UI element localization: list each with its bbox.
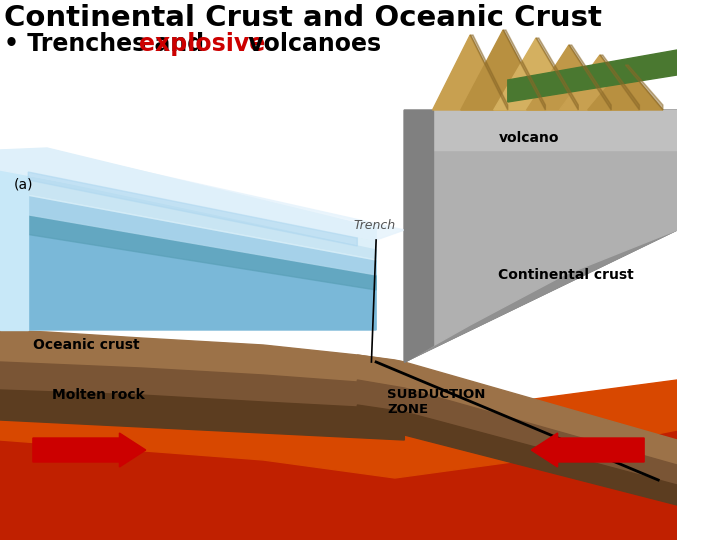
Polygon shape bbox=[0, 148, 376, 240]
FancyArrow shape bbox=[33, 433, 145, 467]
Polygon shape bbox=[405, 110, 677, 150]
Polygon shape bbox=[0, 330, 405, 385]
Polygon shape bbox=[0, 155, 357, 232]
Polygon shape bbox=[0, 170, 376, 330]
Polygon shape bbox=[625, 65, 663, 110]
Polygon shape bbox=[470, 35, 508, 110]
Polygon shape bbox=[433, 35, 508, 110]
Polygon shape bbox=[0, 210, 376, 290]
Polygon shape bbox=[508, 50, 677, 102]
Text: Trench: Trench bbox=[354, 219, 395, 232]
Polygon shape bbox=[357, 380, 677, 485]
Text: volcano: volcano bbox=[498, 131, 559, 145]
Polygon shape bbox=[503, 30, 545, 110]
Text: Oceanic crust: Oceanic crust bbox=[33, 338, 140, 352]
Polygon shape bbox=[405, 110, 677, 362]
FancyArrow shape bbox=[531, 433, 644, 467]
Polygon shape bbox=[405, 110, 433, 362]
Polygon shape bbox=[19, 375, 395, 420]
Polygon shape bbox=[0, 190, 376, 275]
Text: volcanoes: volcanoes bbox=[240, 32, 381, 56]
Text: Continental crust: Continental crust bbox=[498, 268, 634, 282]
Text: Molten rock: Molten rock bbox=[52, 388, 145, 402]
Polygon shape bbox=[0, 400, 677, 540]
Text: • Trenches and: • Trenches and bbox=[4, 32, 212, 56]
Polygon shape bbox=[0, 170, 376, 260]
Text: SUBDUCTION
ZONE: SUBDUCTION ZONE bbox=[387, 388, 486, 416]
Polygon shape bbox=[357, 405, 677, 505]
Polygon shape bbox=[405, 110, 677, 362]
Text: Continental Crust and Oceanic Crust: Continental Crust and Oceanic Crust bbox=[4, 4, 602, 32]
Polygon shape bbox=[559, 55, 639, 110]
Text: (a): (a) bbox=[14, 178, 34, 192]
Polygon shape bbox=[461, 30, 545, 110]
Polygon shape bbox=[0, 390, 405, 440]
Polygon shape bbox=[357, 355, 677, 465]
Polygon shape bbox=[536, 38, 578, 110]
Polygon shape bbox=[526, 45, 611, 110]
Text: explosive: explosive bbox=[139, 32, 266, 56]
Polygon shape bbox=[28, 172, 357, 246]
Polygon shape bbox=[0, 362, 405, 410]
Polygon shape bbox=[0, 380, 677, 478]
Polygon shape bbox=[600, 55, 639, 110]
Polygon shape bbox=[0, 150, 28, 330]
Polygon shape bbox=[588, 65, 663, 110]
Polygon shape bbox=[405, 110, 677, 362]
Polygon shape bbox=[494, 38, 578, 110]
Polygon shape bbox=[0, 150, 405, 240]
Polygon shape bbox=[569, 45, 611, 110]
